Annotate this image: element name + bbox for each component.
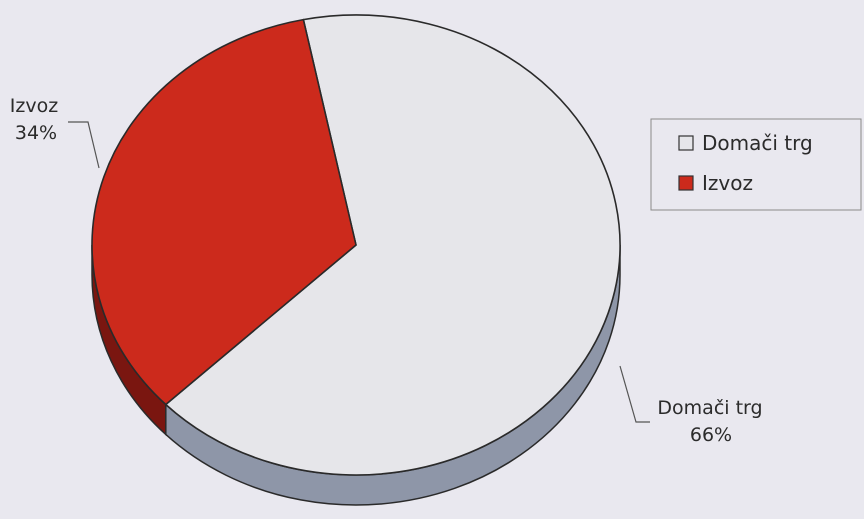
pie-top-group (91, 14, 621, 476)
leader-line-domaci-trg (619, 365, 650, 423)
legend-box (650, 118, 862, 211)
slice-value-domaci-trg: 66% (690, 424, 732, 446)
legend: Domači trg Izvoz (650, 118, 862, 211)
leader-line-izvoz (68, 121, 100, 169)
legend-label-izvoz: Izvoz (702, 171, 753, 195)
legend-label-domaci-trg: Domači trg (702, 131, 813, 155)
legend-swatch-izvoz (678, 175, 694, 191)
slice-label-izvoz: Izvoz (10, 95, 58, 117)
slice-label-domaci-trg: Domači trg (657, 397, 762, 419)
label-domaci-trg: Domači trg 66% (619, 365, 763, 446)
slice-value-izvoz: 34% (15, 122, 57, 144)
pie-slice-izvoz (91, 18, 357, 406)
label-izvoz: Izvoz 34% (10, 95, 100, 169)
legend-swatch-domaci-trg (678, 135, 694, 151)
pie-slice-domaci-trg (164, 14, 621, 476)
